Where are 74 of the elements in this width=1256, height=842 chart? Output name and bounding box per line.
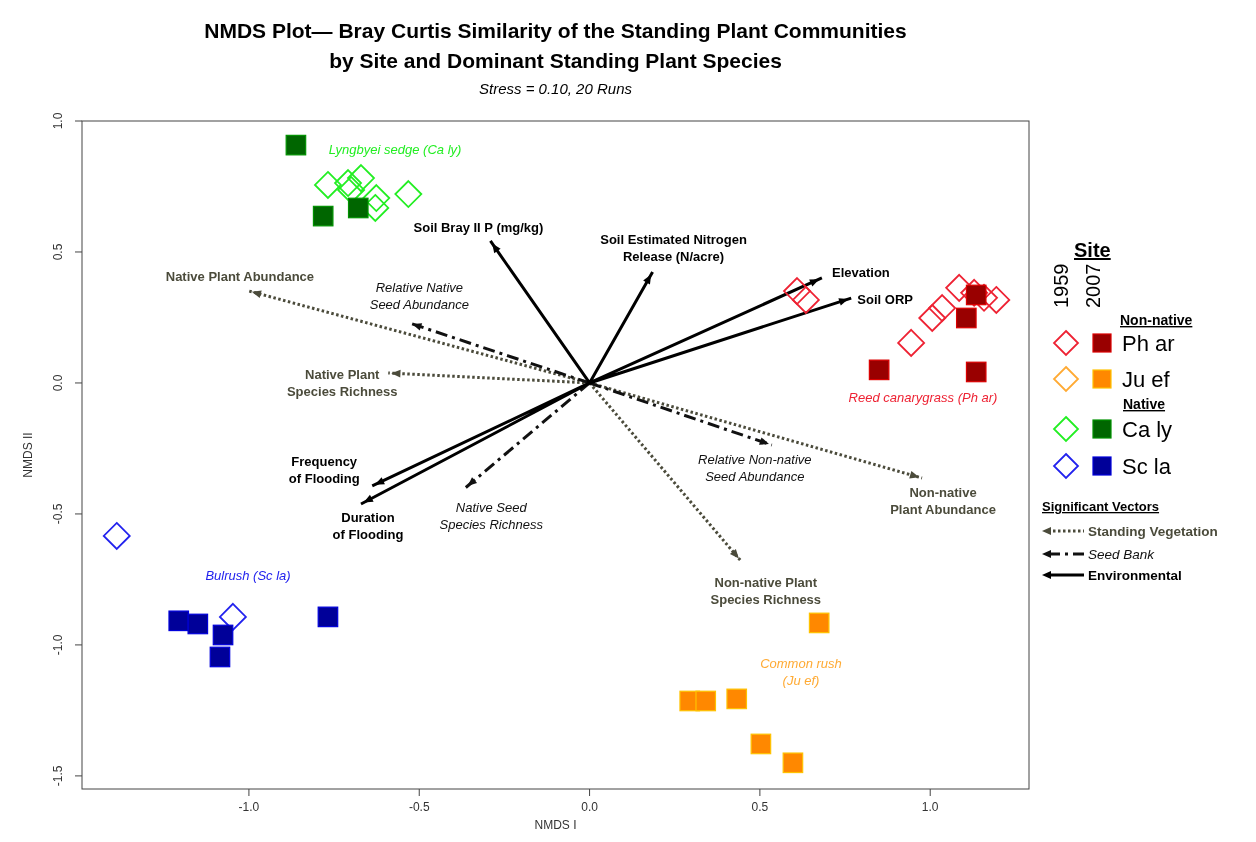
annotation: Native Plant Species Richness bbox=[286, 366, 398, 399]
annotation: Soil ORP bbox=[857, 292, 914, 308]
x-axis-title: NMDS I bbox=[534, 818, 577, 832]
point bbox=[334, 169, 362, 197]
annotation: Soil Estimated Nitrogen Release (N/acre) bbox=[600, 232, 747, 265]
annotation: Native Plant Abundance bbox=[165, 269, 315, 285]
y-axis-title: NMDS II bbox=[21, 432, 35, 478]
text: Non-native bbox=[1120, 312, 1193, 328]
chart-subtitle: Stress = 0.10, 20 Runs bbox=[478, 80, 633, 97]
legend-label: Seed Bank bbox=[1088, 547, 1156, 562]
point bbox=[362, 184, 391, 212]
legend-label: Environmental bbox=[1088, 568, 1182, 583]
x-tick-label: 0.5 bbox=[751, 800, 769, 814]
annotation: Elevation bbox=[831, 264, 890, 280]
legend-label: Ca ly bbox=[1122, 417, 1173, 442]
point bbox=[783, 277, 811, 305]
point bbox=[897, 328, 926, 357]
legend-label: Ph ar bbox=[1122, 331, 1175, 356]
x-tick-label: -1.0 bbox=[238, 800, 260, 814]
legend-label: Ju ef bbox=[1122, 367, 1171, 392]
point bbox=[312, 205, 334, 227]
point bbox=[726, 688, 748, 710]
point bbox=[695, 690, 717, 712]
text: 1959 bbox=[1050, 263, 1072, 308]
point bbox=[782, 752, 804, 774]
y-tick-label: 0.0 bbox=[51, 374, 65, 392]
x-tick-label: 0.0 bbox=[581, 800, 599, 814]
point bbox=[219, 602, 247, 631]
y-tick-label: -1.5 bbox=[51, 765, 65, 787]
point bbox=[285, 134, 307, 156]
legend-title: Site bbox=[1074, 239, 1111, 261]
legend-label: Sc la bbox=[1122, 454, 1172, 479]
point bbox=[347, 197, 369, 219]
annotation: Lyngbyei sedge (Ca ly) bbox=[328, 142, 462, 157]
point bbox=[918, 304, 947, 332]
point bbox=[394, 180, 423, 208]
annotation: Reed canarygrass (Ph ar) bbox=[848, 390, 998, 405]
text: 2007 bbox=[1082, 263, 1104, 308]
chart-title: NMDS Plot— Bray Curtis Similarity of the Standing Plant Communities by Site and Dominant Standing Plant Species bbox=[204, 19, 907, 72]
point bbox=[187, 613, 209, 635]
point bbox=[808, 612, 830, 634]
point bbox=[928, 294, 957, 322]
annotation: Non-native Plant Abundance bbox=[890, 484, 996, 517]
point bbox=[347, 164, 375, 193]
point bbox=[868, 359, 890, 381]
point bbox=[955, 307, 977, 329]
x-tick-label: 1.0 bbox=[921, 800, 939, 814]
y-tick-label: 0.5 bbox=[51, 243, 65, 261]
annotation: Non-native Plant Species Richness bbox=[710, 575, 822, 608]
legend-label: Standing Vegetation bbox=[1088, 524, 1218, 539]
annotation: Frequency of Flooding bbox=[288, 454, 360, 487]
annotation: Relative Non-native Seed Abundance bbox=[698, 451, 812, 484]
y-tick-label: 1.0 bbox=[51, 112, 65, 130]
annotation: Soil Bray II P (mg/kg) bbox=[413, 219, 544, 235]
point bbox=[317, 606, 339, 628]
point bbox=[337, 176, 366, 204]
point bbox=[791, 286, 820, 314]
point bbox=[168, 610, 190, 632]
annotation: Common rush (Ju ef) bbox=[760, 656, 842, 688]
point bbox=[209, 646, 231, 668]
annotation: Bulrush (Sc la) bbox=[205, 568, 291, 583]
annotation: Duration of Flooding bbox=[332, 510, 404, 543]
point bbox=[212, 624, 234, 646]
x-tick-label: -0.5 bbox=[408, 800, 430, 814]
text: Significant Vectors bbox=[1042, 499, 1160, 514]
point bbox=[750, 733, 772, 755]
point bbox=[102, 522, 131, 550]
annotation: Relative Native Seed Abundance bbox=[369, 280, 469, 313]
annotation: Native Seed Species Richness bbox=[439, 499, 544, 532]
y-tick-label: -0.5 bbox=[51, 503, 65, 525]
point bbox=[314, 171, 342, 199]
y-tick-label: -1.0 bbox=[51, 634, 65, 656]
text: Native bbox=[1123, 396, 1166, 412]
point bbox=[965, 361, 987, 383]
